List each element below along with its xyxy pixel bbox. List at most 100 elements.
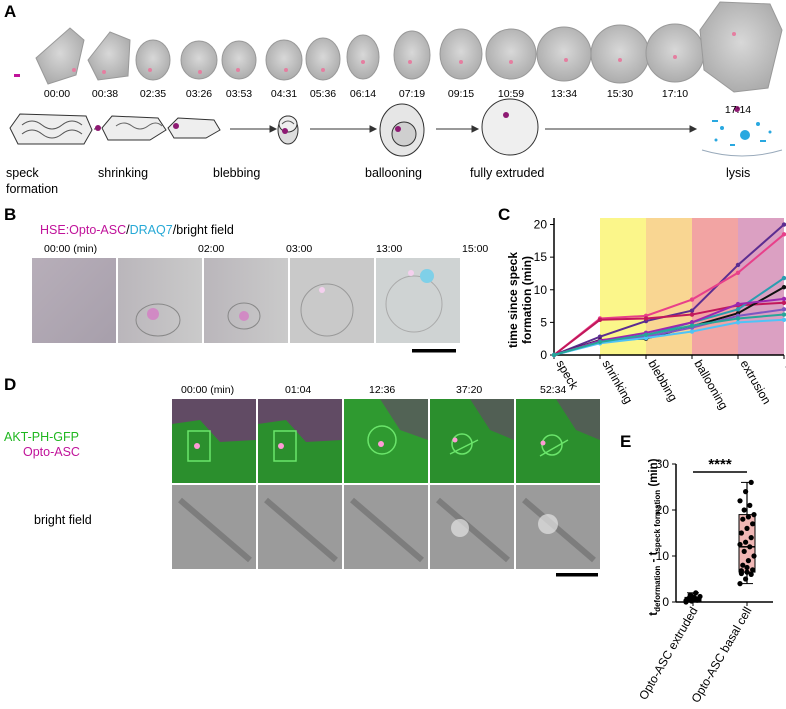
cell-img-2 <box>87 31 131 81</box>
c-point <box>643 316 649 321</box>
e-point <box>689 595 695 601</box>
speck-dots <box>72 32 736 74</box>
c-point <box>689 312 695 317</box>
e-point <box>738 530 745 536</box>
c-point <box>781 296 786 302</box>
stage-lysis: lysis <box>726 166 751 180</box>
e-x-tick-label: Opto-ASC basal cell <box>688 605 754 706</box>
d-label-gfp: AKT-PH-GFP <box>4 430 80 444</box>
b-time-3: 03:00 <box>286 243 313 255</box>
cell-img-11 <box>485 28 537 80</box>
cell-img-5 <box>221 40 257 80</box>
a-timepoint: 15:30 <box>606 88 634 100</box>
legend-sep-1: / <box>126 223 130 237</box>
e-y-tick-label: 0 <box>662 595 669 609</box>
c-point <box>643 332 649 337</box>
stage-fully-extruded: fully extruded <box>470 166 545 180</box>
legend-bf: bright field <box>176 223 234 237</box>
d-time-4: 37:20 <box>456 384 483 396</box>
b-speck-4 <box>319 287 325 293</box>
stage-speck-line1: speck <box>6 166 39 180</box>
panel-b-legend: HSE:Opto-ASC/DRAQ7/bright field <box>40 223 234 237</box>
cell-img-7 <box>305 37 341 81</box>
panel-c-letter: C <box>498 205 511 224</box>
e-point <box>745 558 752 564</box>
b-frame-5 <box>376 258 460 343</box>
lysis-outline <box>701 149 783 157</box>
c-point <box>689 297 695 302</box>
c-y-tick-label: 20 <box>534 218 548 232</box>
b-cell-4 <box>300 283 354 337</box>
b-cell-3 <box>227 302 261 330</box>
c-point <box>597 339 603 345</box>
c-point <box>781 307 786 312</box>
c-y-tick-label: 0 <box>540 348 547 362</box>
c-point <box>781 275 786 281</box>
e-y-tick-label: 10 <box>656 549 670 563</box>
cell-img-9 <box>393 30 431 80</box>
a-timepoint: 00:38 <box>91 88 119 100</box>
d-bf-debris-4 <box>451 519 469 537</box>
c-point <box>643 335 649 341</box>
e-point <box>740 562 746 568</box>
e-point <box>683 598 689 604</box>
e-point <box>748 535 754 541</box>
d-label-opto: Opto-ASC <box>23 445 80 459</box>
e-point <box>741 548 747 555</box>
schematic-row <box>9 98 698 157</box>
e-y-tick-label: 30 <box>656 457 670 471</box>
legend-sep-2: / <box>172 223 177 237</box>
legend-opto: HSE:Opto-ASC <box>40 223 127 237</box>
cell-img-8 <box>346 34 380 80</box>
d-specks <box>194 437 546 449</box>
stage-shrinking: shrinking <box>98 166 149 180</box>
b-cell-2 <box>135 303 181 337</box>
c-point <box>597 334 603 339</box>
a-timepoint: 00:00 <box>43 88 71 100</box>
d-scale-bar <box>556 573 598 577</box>
cell-img-3 <box>135 39 171 81</box>
e-point <box>737 541 743 548</box>
b-time-1: 00:00 (min) <box>44 243 98 255</box>
c-point <box>735 262 741 268</box>
c-point <box>551 352 557 358</box>
d-opto-3 <box>380 399 428 440</box>
e-x-tick-label: Opto-ASC extruded <box>636 605 700 703</box>
panel-a-cell-sequence <box>9 1 783 157</box>
b-speck-5 <box>408 270 414 276</box>
a-timepoint: 06:14 <box>349 88 377 100</box>
c-point <box>735 320 741 325</box>
e-point <box>737 498 743 504</box>
a-timepoint: 09:15 <box>447 88 475 100</box>
b-frame-4 <box>290 258 374 343</box>
d-opto-4 <box>470 399 514 440</box>
a-timepoint: 03:26 <box>185 88 213 100</box>
c-y-tick-label: 15 <box>534 250 548 264</box>
b-scale-bar <box>412 349 456 353</box>
c-series-line <box>553 313 785 356</box>
d-bf-edges <box>178 497 596 563</box>
stage-speck-line2: formation <box>6 182 59 196</box>
c-point <box>781 222 786 227</box>
panel-b-letter: B <box>4 205 17 224</box>
b-frame-2 <box>118 258 202 343</box>
scale-marker <box>14 74 20 77</box>
c-point <box>689 320 695 325</box>
b-time-4: 13:00 <box>376 243 403 255</box>
e-point <box>750 521 756 527</box>
e-point <box>743 539 749 545</box>
e-point <box>737 581 743 587</box>
schematic-specks <box>95 106 740 134</box>
panel-e-letter: E <box>620 432 632 451</box>
d-label-bf: bright field <box>34 513 92 527</box>
b-frame-1 <box>32 258 116 343</box>
c-point <box>735 307 741 312</box>
e-point <box>748 571 754 578</box>
e-point <box>744 564 750 571</box>
e-point <box>740 516 746 522</box>
c-point <box>781 284 786 290</box>
stage-blebbing: blebbing <box>213 166 261 180</box>
c-point <box>735 316 741 321</box>
a-timepoint: 03:53 <box>225 88 253 100</box>
